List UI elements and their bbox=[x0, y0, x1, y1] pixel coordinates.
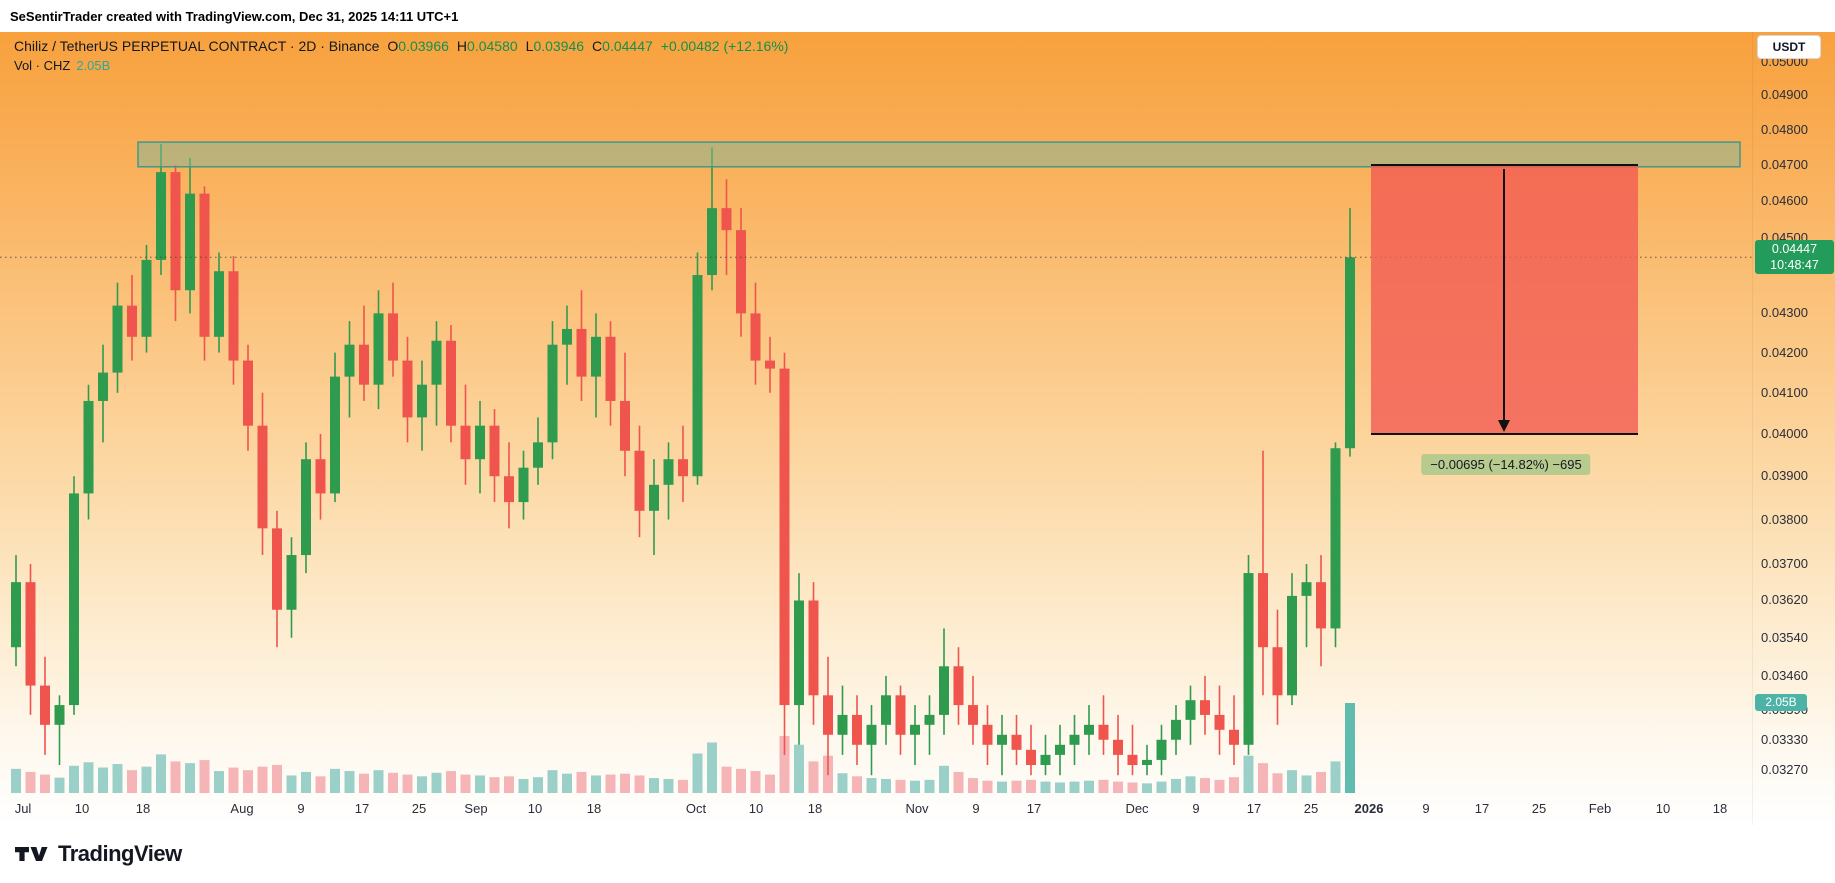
candlestick-chart[interactable] bbox=[0, 32, 1752, 793]
time-axis-label: 25 bbox=[411, 801, 427, 816]
price-axis-label: 0.04100 bbox=[1761, 384, 1808, 400]
price-axis-label: 0.03900 bbox=[1761, 468, 1808, 484]
time-axis-label: Feb bbox=[1588, 801, 1612, 816]
legend-row-symbol: Chiliz / TetherUS PERPETUAL CONTRACT · 2… bbox=[14, 38, 788, 54]
time-axis-label: 18 bbox=[135, 801, 151, 816]
measurement-label: −0.00695 (−14.82%) −695 bbox=[1421, 454, 1591, 475]
time-axis-label: 17 bbox=[1026, 801, 1042, 816]
time-axis-label: 17 bbox=[1474, 801, 1490, 816]
tradingview-logo-icon[interactable] bbox=[14, 841, 48, 867]
price-axis-label: 0.03540 bbox=[1761, 629, 1808, 645]
time-axis-label: 10 bbox=[74, 801, 90, 816]
time-axis-label: 17 bbox=[354, 801, 370, 816]
price-axis-label: 0.03330 bbox=[1761, 731, 1808, 747]
time-axis-label: 18 bbox=[1712, 801, 1728, 816]
time-axis-label: 2026 bbox=[1354, 801, 1384, 816]
time-axis-label: Nov bbox=[905, 801, 929, 816]
time-axis-label: Dec bbox=[1125, 801, 1149, 816]
brand-name[interactable]: TradingView bbox=[58, 841, 182, 866]
price-axis-label: 0.04300 bbox=[1761, 305, 1808, 321]
volume-legend-value: 2.05B bbox=[76, 58, 111, 73]
ohlc-high: H0.04580 bbox=[456, 38, 518, 54]
time-axis-label: 10 bbox=[1655, 801, 1671, 816]
price-axis-label: 0.04600 bbox=[1761, 192, 1808, 208]
price-axis-label: 0.04000 bbox=[1761, 425, 1808, 441]
ohlc-close: C0.04447 bbox=[592, 38, 653, 54]
price-axis-label: 0.03270 bbox=[1761, 762, 1808, 778]
attribution-text: SeSentirTrader created with TradingView.… bbox=[10, 8, 459, 24]
time-axis-label: 25 bbox=[1531, 801, 1547, 816]
time-axis-label: Sep bbox=[464, 801, 488, 816]
price-axis-label: 0.04200 bbox=[1761, 344, 1808, 360]
chart-region: Chiliz / TetherUS PERPETUAL CONTRACT · 2… bbox=[0, 32, 1835, 825]
price-axis-label: 0.03700 bbox=[1761, 556, 1808, 572]
ohlc-change: +0.00482 (+12.16%) bbox=[660, 38, 789, 54]
price-axis-label: 0.04700 bbox=[1761, 157, 1808, 172]
time-axis-label: 9 bbox=[972, 801, 980, 816]
volume-badge: 2.05B bbox=[1755, 694, 1807, 711]
attribution-bar: SeSentirTrader created with TradingView.… bbox=[0, 0, 1835, 32]
time-axis-label: 18 bbox=[586, 801, 602, 816]
last-price-value: 0.04447 bbox=[1771, 242, 1818, 257]
time-axis-label: Aug bbox=[230, 801, 254, 816]
symbol-title[interactable]: Chiliz / TetherUS PERPETUAL CONTRACT · 2… bbox=[14, 38, 380, 54]
countdown-timer: 10:48:47 bbox=[1770, 258, 1819, 273]
price-axis-label: 0.04900 bbox=[1761, 87, 1808, 103]
chart-legend: Chiliz / TetherUS PERPETUAL CONTRACT · 2… bbox=[14, 38, 788, 73]
price-axis-label: 0.03460 bbox=[1761, 667, 1808, 683]
time-axis-label: 9 bbox=[1192, 801, 1200, 816]
price-axis-label: 0.03620 bbox=[1761, 592, 1808, 608]
price-axis-label: 0.04800 bbox=[1761, 121, 1808, 137]
time-axis-label: 17 bbox=[1246, 801, 1262, 816]
time-axis-label: Oct bbox=[685, 801, 707, 816]
time-axis[interactable]: Jul 10 18 Aug 9 17 25 Sep 10 18 Oct 10 18 Nov 9 17 Dec 9 1… bbox=[0, 793, 1752, 825]
last-price-badge: 0.04447 10:48:47 bbox=[1755, 240, 1834, 275]
time-axis-label: Jul bbox=[14, 801, 32, 816]
time-axis-label: 10 bbox=[527, 801, 543, 816]
currency-toggle-button[interactable]: USDT bbox=[1757, 35, 1821, 59]
time-axis-label: 10 bbox=[748, 801, 764, 816]
price-axis[interactable]: USDT 0.05000 0.04900 0.04800 0.04700 0.04600… bbox=[1752, 32, 1835, 825]
time-axis-label: 18 bbox=[807, 801, 823, 816]
ohlc-low: L0.03946 bbox=[525, 38, 585, 54]
volume-legend-label: Vol · CHZ bbox=[14, 58, 71, 73]
time-axis-label: 25 bbox=[1303, 801, 1319, 816]
time-axis-label: 9 bbox=[1422, 801, 1430, 816]
time-axis-label: 9 bbox=[297, 801, 305, 816]
price-axis-label: 0.03800 bbox=[1761, 511, 1808, 527]
legend-row-volume: Vol · CHZ 2.05B bbox=[14, 58, 788, 73]
footer: TradingView bbox=[0, 825, 1835, 883]
ohlc-open: O0.03966 bbox=[387, 38, 449, 54]
